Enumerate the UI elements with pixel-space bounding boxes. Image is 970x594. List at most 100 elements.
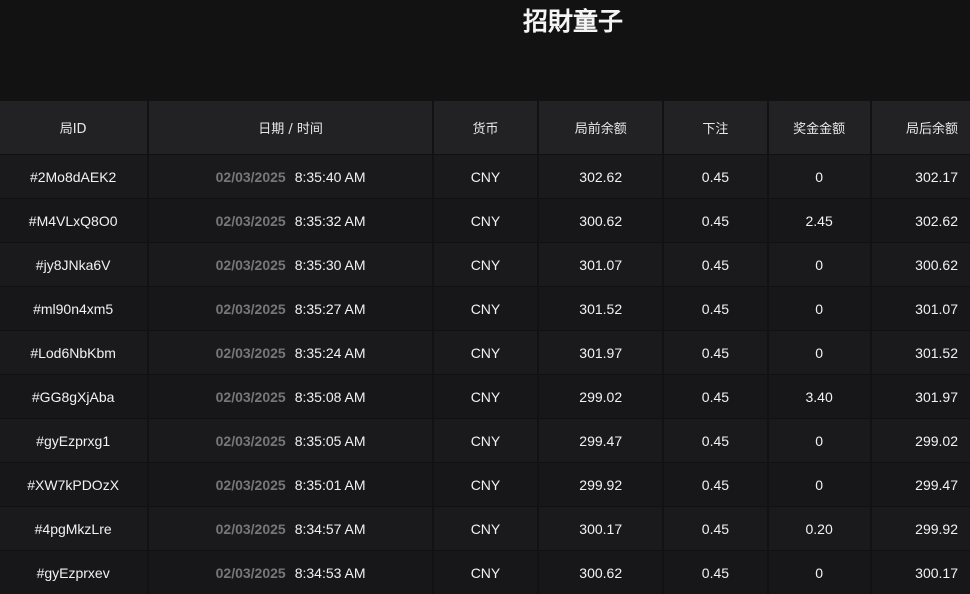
page-title: 招財童子	[522, 7, 623, 36]
date: 02/03/2025	[215, 168, 286, 185]
datetime: 02/03/2025 8:35:08 AM	[149, 374, 432, 418]
datetime: 02/03/2025 8:35:32 AM	[149, 198, 432, 242]
date: 02/03/2025	[215, 300, 286, 317]
balance-before: 302.62	[539, 154, 663, 198]
currency: CNY	[433, 242, 538, 286]
win-amount: 0.20	[768, 506, 870, 550]
datetime: 02/03/2025 8:35:01 AM	[149, 462, 432, 506]
history-table: 局ID 日期 / 时间 货币 局前余额 下注 奖金金额 局后余额 #2Mo8dA…	[0, 101, 970, 594]
balance-after: 299.02	[871, 418, 970, 462]
header-currency: 货币	[433, 101, 538, 154]
round-id[interactable]: #XW7kPDOzX	[0, 462, 148, 506]
balance-before: 299.47	[539, 418, 663, 462]
bet: 0.45	[664, 550, 767, 594]
round-id[interactable]: #GG8gXjAba	[0, 374, 148, 418]
bet: 0.45	[664, 242, 767, 286]
time: 8:35:08 AM	[294, 388, 366, 405]
balance-after: 300.17	[871, 550, 970, 594]
header-datetime: 日期 / 时间	[149, 101, 432, 154]
win-amount: 2.45	[768, 198, 870, 242]
bet: 0.45	[664, 418, 767, 462]
balance-before: 300.62	[539, 550, 663, 594]
table-row[interactable]: #GG8gXjAba 02/03/2025 8:35:08 AM CNY 299.02 0…	[0, 374, 970, 418]
date: 02/03/2025	[215, 432, 286, 449]
currency: CNY	[433, 330, 538, 374]
currency: CNY	[433, 286, 538, 330]
time: 8:35:32 AM	[294, 212, 366, 229]
currency: CNY	[433, 154, 538, 198]
header-win: 奖金金额	[768, 101, 870, 154]
time: 8:35:30 AM	[294, 256, 366, 273]
round-id[interactable]: #4pgMkzLre	[0, 506, 148, 550]
bet: 0.45	[664, 330, 767, 374]
win-amount: 0	[768, 462, 870, 506]
time: 8:34:57 AM	[294, 520, 366, 537]
table-row[interactable]: #gyEzprxev 02/03/2025 8:34:53 AM CNY 300.62 0…	[0, 550, 970, 594]
balance-before: 299.92	[539, 462, 663, 506]
table-header-row: 局ID 日期 / 时间 货币 局前余额 下注 奖金金额 局后余额	[0, 101, 970, 154]
bet: 0.45	[664, 198, 767, 242]
win-amount: 0	[768, 330, 870, 374]
header-balance-before: 局前余额	[539, 101, 663, 154]
datetime: 02/03/2025 8:34:57 AM	[149, 506, 432, 550]
balance-after: 299.92	[871, 506, 970, 550]
win-amount: 0	[768, 286, 870, 330]
date: 02/03/2025	[215, 212, 286, 229]
time: 8:35:24 AM	[294, 344, 366, 361]
round-id[interactable]: #2Mo8dAEK2	[0, 154, 148, 198]
round-id[interactable]: #gyEzprxg1	[0, 418, 148, 462]
datetime: 02/03/2025 8:35:27 AM	[149, 286, 432, 330]
table-row[interactable]: #Lod6NbKbm 02/03/2025 8:35:24 AM CNY 301.97 0…	[0, 330, 970, 374]
table-row[interactable]: #2Mo8dAEK2 02/03/2025 8:35:40 AM CNY 302.62 0…	[0, 154, 970, 198]
bet: 0.45	[664, 506, 767, 550]
time: 8:35:05 AM	[294, 432, 366, 449]
header-balance-after: 局后余额	[871, 101, 970, 154]
balance-after: 299.47	[871, 462, 970, 506]
win-amount: 0	[768, 154, 870, 198]
bet: 0.45	[664, 154, 767, 198]
table-row[interactable]: #4pgMkzLre 02/03/2025 8:34:57 AM CNY 300.17 0…	[0, 506, 970, 550]
round-id[interactable]: #M4VLxQ8O0	[0, 198, 148, 242]
win-amount: 0	[768, 242, 870, 286]
time: 8:35:01 AM	[294, 476, 366, 493]
round-id[interactable]: #Lod6NbKbm	[0, 330, 148, 374]
table-row[interactable]: #gyEzprxg1 02/03/2025 8:35:05 AM CNY 299.47 0…	[0, 418, 970, 462]
balance-before: 301.97	[539, 330, 663, 374]
balance-after: 300.62	[871, 242, 970, 286]
round-id[interactable]: #gyEzprxev	[0, 550, 148, 594]
datetime: 02/03/2025 8:34:53 AM	[149, 550, 432, 594]
win-amount: 0	[768, 550, 870, 594]
bet: 0.45	[664, 462, 767, 506]
table-row[interactable]: #XW7kPDOzX 02/03/2025 8:35:01 AM CNY 299.92 0…	[0, 462, 970, 506]
round-id[interactable]: #ml90n4xm5	[0, 286, 148, 330]
balance-after: 301.07	[871, 286, 970, 330]
currency: CNY	[433, 506, 538, 550]
balance-before: 300.62	[539, 198, 663, 242]
header-bet: 下注	[664, 101, 767, 154]
datetime: 02/03/2025 8:35:05 AM	[149, 418, 432, 462]
round-id[interactable]: #jy8JNka6V	[0, 242, 148, 286]
datetime: 02/03/2025 8:35:40 AM	[149, 154, 432, 198]
time: 8:35:27 AM	[294, 300, 366, 317]
currency: CNY	[433, 550, 538, 594]
win-amount: 3.40	[768, 374, 870, 418]
date: 02/03/2025	[215, 520, 286, 537]
balance-before: 300.17	[539, 506, 663, 550]
balance-before: 299.02	[539, 374, 663, 418]
bet: 0.45	[664, 374, 767, 418]
balance-before: 301.52	[539, 286, 663, 330]
currency: CNY	[433, 418, 538, 462]
bet: 0.45	[664, 286, 767, 330]
balance-after: 302.17	[871, 154, 970, 198]
date: 02/03/2025	[215, 344, 286, 361]
date: 02/03/2025	[215, 476, 286, 493]
win-amount: 0	[768, 418, 870, 462]
datetime: 02/03/2025 8:35:24 AM	[149, 330, 432, 374]
time: 8:35:40 AM	[294, 168, 366, 185]
table-row[interactable]: #jy8JNka6V 02/03/2025 8:35:30 AM CNY 301.07 0…	[0, 242, 970, 286]
table-row[interactable]: #ml90n4xm5 02/03/2025 8:35:27 AM CNY 301.52 0…	[0, 286, 970, 330]
balance-before: 301.07	[539, 242, 663, 286]
table-row[interactable]: #M4VLxQ8O0 02/03/2025 8:35:32 AM CNY 300.62 0…	[0, 198, 970, 242]
balance-after: 301.97	[871, 374, 970, 418]
header-round-id: 局ID	[0, 101, 148, 154]
